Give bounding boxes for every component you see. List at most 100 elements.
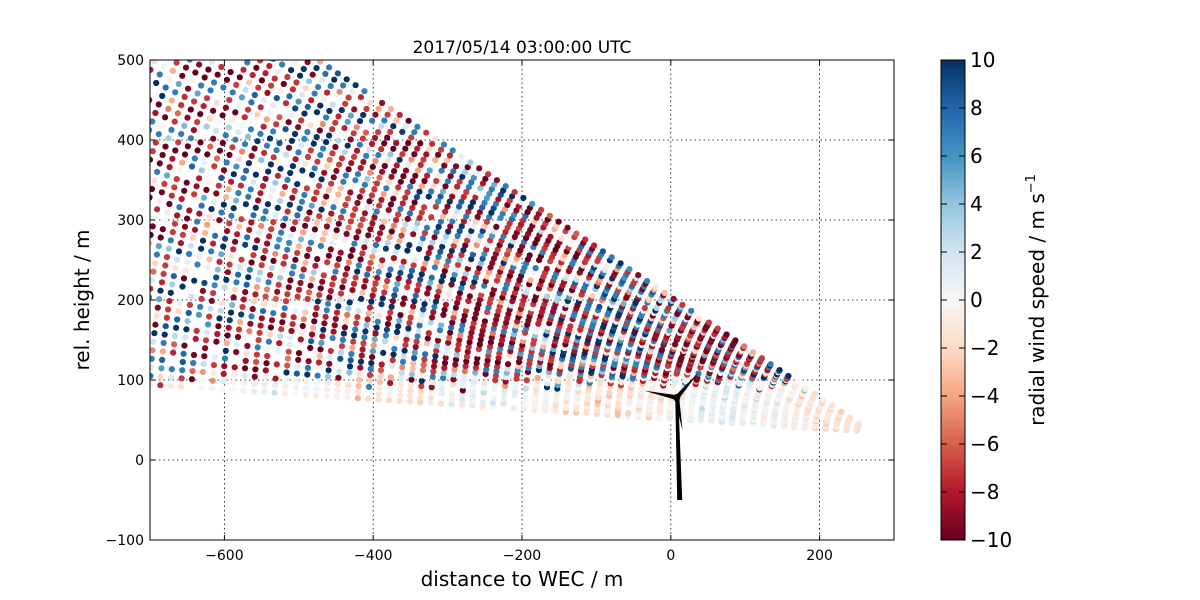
scan-point [463, 270, 470, 277]
scan-point [323, 193, 330, 200]
scan-point [187, 242, 195, 249]
scan-point [230, 379, 237, 386]
scan-point [447, 223, 454, 230]
scan-point [366, 304, 374, 311]
scan-point [351, 106, 358, 113]
y-tick-label: 0 [135, 453, 144, 469]
scan-point [184, 215, 191, 222]
scan-point [411, 129, 418, 136]
scan-point [223, 340, 230, 347]
scan-point [355, 307, 362, 315]
scan-point [558, 235, 565, 242]
scan-point [533, 328, 540, 335]
scan-point [408, 134, 415, 141]
scan-point [230, 246, 237, 253]
scan-point [319, 333, 326, 340]
scan-point [219, 386, 226, 393]
scan-point [165, 245, 172, 252]
scan-point [202, 345, 209, 352]
scan-point [345, 94, 352, 101]
scan-point [168, 97, 175, 104]
scan-point [529, 200, 536, 207]
scan-point [292, 156, 299, 163]
scan-point [446, 286, 454, 293]
scan-point [262, 247, 269, 254]
scan-point [384, 320, 392, 328]
scan-point [301, 110, 308, 117]
scan-point [194, 90, 201, 97]
scan-point [458, 401, 465, 409]
scan-point [460, 247, 467, 254]
scan-point [437, 218, 444, 225]
scan-point [189, 234, 197, 241]
scan-point [316, 127, 323, 134]
scan-point [482, 175, 489, 182]
scan-point [326, 294, 333, 301]
scan-point [344, 142, 351, 149]
scan-point [427, 279, 434, 286]
scan-point [184, 114, 191, 121]
scan-point [251, 373, 258, 380]
scan-point [158, 122, 165, 129]
scan-point [300, 65, 307, 73]
scan-point [481, 223, 488, 230]
scan-point [152, 321, 159, 328]
scan-point [346, 369, 353, 376]
scan-point [210, 79, 218, 86]
scan-point [295, 286, 303, 293]
scan-point [168, 192, 175, 199]
scan-point [369, 348, 376, 355]
scan-point [302, 160, 309, 167]
scan-point [337, 185, 344, 192]
x-tick-label: 0 [666, 548, 675, 564]
scan-point [231, 364, 238, 371]
scan-point [198, 245, 205, 252]
scan-point [268, 264, 275, 272]
scan-point [298, 117, 305, 124]
scan-point [371, 247, 378, 254]
scan-point [235, 190, 242, 197]
scan-point [304, 295, 311, 303]
scan-point [406, 242, 413, 249]
scan-point [359, 216, 366, 223]
scan-point [367, 226, 374, 233]
scan-point [335, 255, 342, 263]
scan-point [490, 395, 497, 402]
scan-point [466, 260, 473, 268]
scan-point [198, 82, 205, 89]
scan-point [209, 385, 216, 392]
scan-point [270, 219, 277, 226]
scan-point [458, 198, 465, 205]
scan-point [168, 126, 175, 133]
scan-point [367, 169, 374, 176]
scan-point [238, 94, 246, 101]
scan-point [452, 163, 460, 170]
scan-point [298, 198, 306, 205]
scan-point [377, 367, 385, 374]
scan-point [203, 123, 210, 130]
scan-point [231, 371, 238, 378]
scan-point [417, 393, 424, 400]
scan-point [361, 88, 368, 95]
scan-point [803, 384, 810, 391]
scan-point [181, 151, 189, 158]
scan-point [347, 112, 354, 119]
scan-point [335, 137, 342, 144]
scan-point [224, 228, 231, 235]
scan-point [544, 293, 551, 300]
scan-point [620, 300, 627, 307]
scan-point [400, 353, 407, 360]
scan-point [246, 328, 253, 335]
scan-point [328, 180, 335, 187]
scan-point [307, 282, 314, 289]
scan-point [437, 283, 444, 290]
scan-point [408, 371, 416, 378]
scan-point [397, 386, 404, 393]
scan-point [285, 119, 292, 126]
scan-point [419, 372, 426, 379]
scan-point [297, 336, 304, 343]
scan-point [156, 197, 163, 204]
scan-point [203, 329, 211, 336]
scan-point [410, 360, 417, 367]
